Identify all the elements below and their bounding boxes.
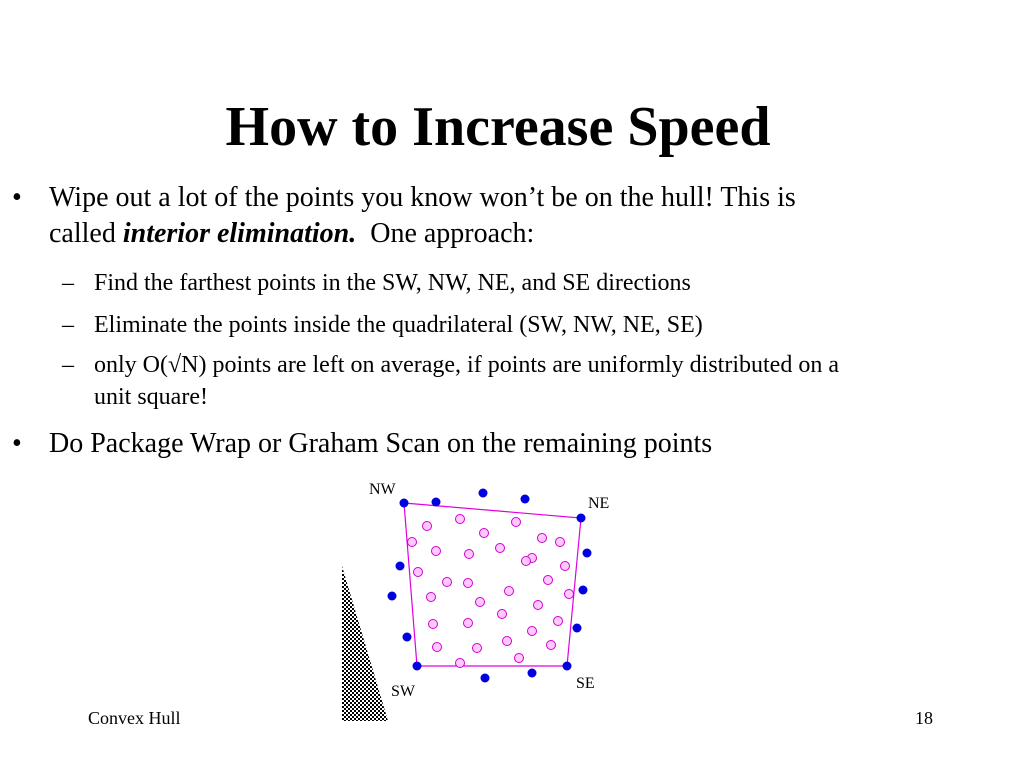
hull-point xyxy=(520,494,530,504)
interior-point xyxy=(511,517,521,527)
interior-point xyxy=(455,514,465,524)
footer-title: Convex Hull xyxy=(88,708,181,728)
sub-bullet-line: only O(√N) points are left on average, i… xyxy=(94,352,839,378)
se-label: SE xyxy=(576,675,595,692)
hatched-wedge xyxy=(342,566,388,721)
interior-point xyxy=(537,533,547,543)
sub-bullet-text: Find the farthest points in the SW, NW, … xyxy=(94,270,691,296)
interior-point xyxy=(546,640,556,650)
hull-point xyxy=(478,488,488,498)
interior-point xyxy=(555,537,565,547)
interior-point xyxy=(564,589,574,599)
interior-point xyxy=(560,561,570,571)
hull-point xyxy=(399,498,409,508)
interior-point xyxy=(472,643,482,653)
hull-point xyxy=(582,548,592,558)
interior-point xyxy=(422,521,432,531)
interior-elimination-figure: NW NE SW SE xyxy=(342,481,609,721)
interior-point xyxy=(504,586,514,596)
slide-title: How to Increase Speed xyxy=(225,96,771,158)
hull-point xyxy=(562,661,572,671)
interior-point xyxy=(431,546,441,556)
hull-point xyxy=(431,497,441,507)
interior-point xyxy=(463,618,473,628)
bullet-text: Wipe out a lot of the points you know wo… xyxy=(49,180,979,252)
ne-label: NE xyxy=(588,495,609,512)
hull-point xyxy=(480,673,490,683)
nw-label: NW xyxy=(369,481,397,498)
interior-point xyxy=(464,549,474,559)
interior-point xyxy=(432,642,442,652)
interior-point xyxy=(495,543,505,553)
sw-label: SW xyxy=(391,683,416,700)
bullet-line: Wipe out a lot of the points you know wo… xyxy=(49,182,796,213)
bullet-glyph: • xyxy=(12,182,22,213)
hull-point xyxy=(578,585,588,595)
sub-bullet-text: only O(√N) points are left on average, i… xyxy=(94,349,984,413)
hull-point xyxy=(395,561,405,571)
interior-point xyxy=(514,653,524,663)
dash-glyph: – xyxy=(62,352,74,378)
interior-point xyxy=(407,537,417,547)
hull-point xyxy=(412,661,422,671)
emphasis-term: interior elimination. xyxy=(122,218,357,249)
dash-glyph: – xyxy=(62,312,74,338)
bullet-text-part: One approach: xyxy=(356,218,535,249)
sub-bullet-line: unit square! xyxy=(94,384,208,410)
hull-point xyxy=(572,623,582,633)
hull-point xyxy=(576,513,586,523)
bullet-text: Do Package Wrap or Graham Scan on the re… xyxy=(49,428,713,459)
page-number: 18 xyxy=(915,708,933,728)
interior-point xyxy=(521,556,531,566)
interior-point xyxy=(527,626,537,636)
interior-point xyxy=(442,577,452,587)
interior-point xyxy=(533,600,543,610)
interior-point xyxy=(455,658,465,668)
bullet-text-part: called xyxy=(49,218,123,249)
hull-point xyxy=(527,668,537,678)
interior-point xyxy=(502,636,512,646)
bullet-glyph: • xyxy=(12,428,22,459)
interior-point xyxy=(479,528,489,538)
bullet-line: called interior elimination. One approac… xyxy=(49,216,979,252)
interior-point xyxy=(426,592,436,602)
interior-point xyxy=(428,619,438,629)
hull-point xyxy=(387,591,397,601)
interior-points xyxy=(407,514,574,668)
hull-point xyxy=(402,632,412,642)
interior-point xyxy=(497,609,507,619)
sub-bullet-text: Eliminate the points inside the quadrila… xyxy=(94,312,703,338)
interior-point xyxy=(413,567,423,577)
interior-point xyxy=(543,575,553,585)
dash-glyph: – xyxy=(62,270,74,296)
interior-point xyxy=(475,597,485,607)
interior-point xyxy=(463,578,473,588)
interior-point xyxy=(553,616,563,626)
hull-points xyxy=(387,488,592,683)
